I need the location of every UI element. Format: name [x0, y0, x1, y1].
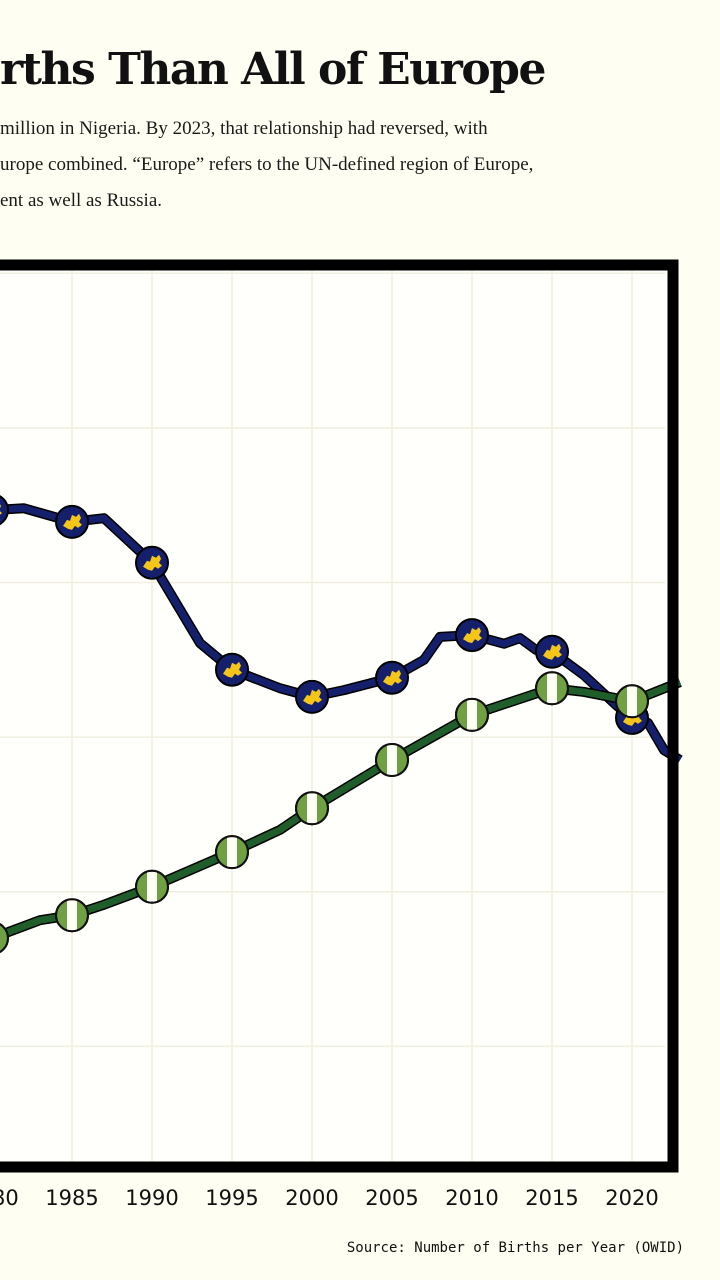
plot-background	[0, 265, 668, 1167]
europe-map-icon	[0, 495, 9, 526]
x-tick-label: 1995	[205, 1186, 258, 1210]
nigeria-flag-icon	[455, 697, 489, 732]
nigeria-flag-icon	[55, 898, 89, 933]
source-note: Source: Number of Births per Year (OWID)	[346, 1240, 684, 1256]
x-tick-label: 1980	[0, 1186, 19, 1210]
europe-map-icon	[455, 618, 489, 653]
nigeria-flag-icon	[135, 869, 169, 904]
x-axis-ticks: 1980 1985 1990 1995 2000 2005 2010 2015 2020	[0, 1186, 659, 1210]
europe-map-icon	[55, 504, 89, 539]
europe-map-icon	[375, 660, 409, 695]
nigeria-flag-icon	[215, 835, 249, 870]
europe-map-icon	[535, 634, 569, 669]
x-tick-label: 2020	[605, 1186, 658, 1210]
x-tick-label: 2000	[285, 1186, 338, 1210]
x-tick-label: 2010	[445, 1186, 498, 1210]
nigeria-flag-icon	[295, 791, 329, 826]
nigeria-flag-icon	[0, 923, 9, 954]
chart-title: rths Than All of Europe	[0, 44, 546, 95]
nigeria-flag-icon	[535, 671, 569, 706]
subtitle-line: ent as well as Russia.	[0, 190, 163, 211]
x-tick-label: 2005	[365, 1186, 418, 1210]
nigeria-flag-icon	[375, 742, 409, 777]
europe-map-icon	[215, 652, 249, 687]
x-tick-label: 2015	[525, 1186, 578, 1210]
plot-frame	[0, 259, 679, 1173]
europe-map-icon	[135, 545, 169, 580]
x-tick-label: 1985	[45, 1186, 98, 1210]
x-tick-label: 1990	[125, 1186, 178, 1210]
series-markers	[0, 495, 649, 954]
subtitle-line: million in Nigeria. By 2023, that relati…	[0, 118, 488, 139]
nigeria-flag-icon	[615, 684, 649, 719]
subtitle-line: urope combined. “Europe” refers to the U…	[0, 154, 534, 175]
europe-map-icon	[295, 679, 329, 714]
